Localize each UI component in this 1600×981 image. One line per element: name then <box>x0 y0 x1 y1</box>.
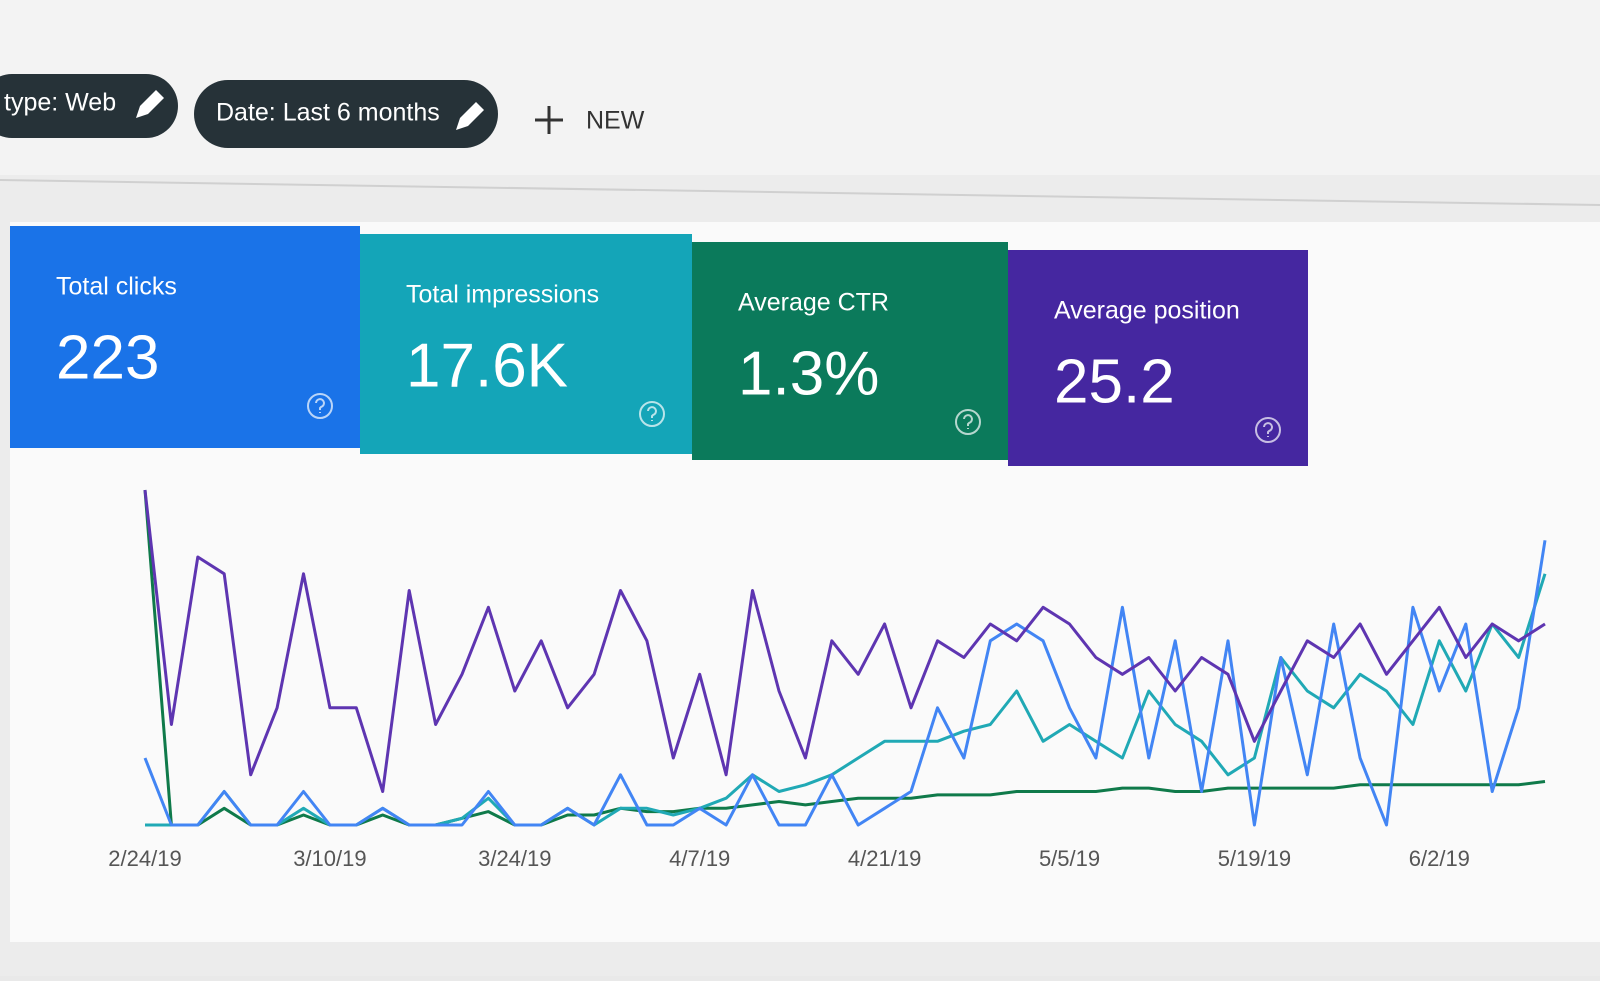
card-label: Average position <box>1054 297 1240 325</box>
metric-card[interactable]: Average position 25.2 <box>1008 250 1308 466</box>
x-tick-label: 4/7/19 <box>669 846 730 871</box>
chart: 2/24/19 3/10/19 3/24/19 4/7/19 4/21/19 5/5/19… <box>108 489 1547 871</box>
x-tick-label: 5/5/19 <box>1039 846 1100 871</box>
card-label: Total clicks <box>56 273 177 301</box>
help-icon <box>955 409 981 435</box>
plus-icon <box>535 106 563 134</box>
series-line <box>143 540 1547 827</box>
metric-card[interactable]: Average CTR 1.3% <box>692 242 1008 460</box>
cards: Total clicks 223 Total impressions 17.6K Ave… <box>10 226 1308 466</box>
help-icon <box>307 393 333 419</box>
card-value: 25.2 <box>1054 347 1175 416</box>
help-icon-mark <box>1263 422 1273 437</box>
series-line <box>143 489 1546 793</box>
help-icon-mark <box>963 414 973 429</box>
x-tick-label: 2/24/19 <box>108 846 181 871</box>
card-label: Average CTR <box>738 289 889 317</box>
filter-chip[interactable]: Date: Last 6 months <box>194 80 498 148</box>
x-tick-label: 3/10/19 <box>293 846 366 871</box>
x-tick-label: 5/19/19 <box>1218 846 1291 871</box>
metric-card[interactable]: Total clicks 223 <box>10 226 360 448</box>
chip-label: Date: Last 6 months <box>216 99 440 127</box>
filter-chip[interactable]: type: Web <box>0 74 178 138</box>
new-label: NEW <box>586 107 645 135</box>
card-bg <box>360 234 692 454</box>
card-value: 223 <box>56 323 159 392</box>
help-icon <box>639 401 665 427</box>
edit-icon <box>456 102 484 130</box>
x-tick-label: 3/24/19 <box>478 846 551 871</box>
card-label: Total impressions <box>406 281 599 309</box>
x-tick-label: 4/21/19 <box>848 846 921 871</box>
chip-bg <box>194 80 498 148</box>
divider <box>0 179 1600 206</box>
chip-label: type: Web <box>4 89 116 117</box>
chip-bg <box>0 74 178 138</box>
help-icon-mark <box>315 398 325 413</box>
edit-icon <box>136 90 164 118</box>
card-bg <box>1008 250 1308 466</box>
help-icon <box>1255 417 1281 443</box>
card-bg <box>10 226 360 448</box>
new-button[interactable]: NEW <box>535 106 645 135</box>
card-value: 1.3% <box>738 339 879 408</box>
metric-card[interactable]: Total impressions 17.6K <box>360 234 692 454</box>
card-value: 17.6K <box>406 331 568 400</box>
help-icon-mark <box>647 406 657 421</box>
x-tick-label: 6/2/19 <box>1409 846 1470 871</box>
